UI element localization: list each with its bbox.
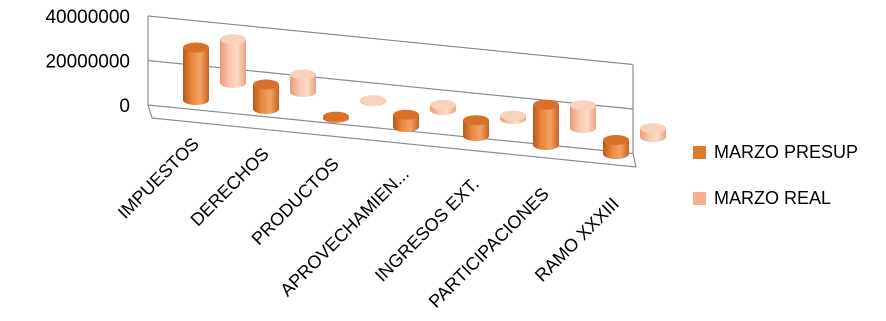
category-label: IMPUESTOS: [114, 134, 203, 223]
bar-real-1-body: [290, 74, 316, 97]
bar-presup-0: [183, 42, 209, 105]
gridline: [147, 15, 634, 66]
category-label: DERECHOS: [187, 144, 273, 230]
bar-presup-0-top: [183, 42, 209, 53]
bar-real-0: [220, 34, 246, 88]
legend-item-presup: MARZO PRESUP: [693, 140, 858, 164]
bar-presup-4-top: [463, 115, 489, 126]
bar-real-2: [360, 95, 386, 106]
bar-presup-6-body: [603, 140, 629, 159]
bar-real-2-top: [360, 95, 386, 106]
legend-label-real: MARZO REAL: [714, 187, 832, 208]
bar-real-5-top: [570, 100, 596, 111]
legend-label-presup: MARZO PRESUP: [714, 141, 859, 162]
bar-real-3-top: [430, 99, 456, 110]
bar-real-5-body: [570, 105, 596, 133]
bar-presup-4-body: [463, 120, 489, 141]
bar-real-3: [430, 99, 456, 115]
legend-swatch-real: [693, 191, 706, 205]
bar-real-1-top: [290, 69, 316, 80]
bar-real-0-top: [220, 34, 246, 45]
legend: MARZO PRESUP MARZO REAL: [693, 140, 858, 232]
bar-presup-0-body: [183, 47, 209, 105]
bar-presup-5-top: [533, 99, 559, 110]
floor-right: [632, 153, 637, 168]
bar-presup-3: [393, 109, 419, 132]
bar-real-1: [290, 69, 316, 97]
bar-presup-6-top: [603, 135, 629, 145]
bar-real-4: [500, 110, 526, 124]
bars: [183, 34, 666, 159]
bar-presup-5: [533, 99, 559, 150]
y-tick-label: 40000000: [45, 7, 130, 28]
bar-presup-4: [463, 115, 489, 141]
category-label: RAMO XXXIII: [531, 194, 623, 286]
y-tick-label: 20000000: [45, 52, 130, 73]
bar-presup-2: [323, 111, 349, 123]
bar-presup-1-body: [253, 84, 279, 114]
bar-presup-1-top: [253, 79, 279, 90]
bar-real-6-top: [640, 123, 666, 134]
bar-presup-6: [603, 135, 629, 159]
y-axis-ticks: 40000000 20000000 0: [45, 7, 130, 117]
gridline: [147, 104, 634, 155]
legend-swatch-presup: [693, 145, 706, 159]
bar-real-4-top: [500, 110, 526, 121]
category-labels: IMPUESTOSDERECHOSPRODUCTOSAPROVECHAMIEN.…: [114, 134, 623, 312]
bar-presup-2-top: [323, 111, 349, 122]
floor-front: [151, 117, 637, 168]
bar-real-6: [640, 123, 666, 142]
floor-left: [147, 104, 153, 119]
category-label: APROVECHAMIEN...: [276, 164, 412, 300]
legend-item-real: MARZO REAL: [693, 186, 858, 210]
bar-real-0-body: [220, 39, 246, 88]
bar-presup-3-top: [393, 109, 419, 120]
bar-real-5: [570, 100, 596, 133]
bar-presup-5-body: [533, 104, 559, 150]
bar-presup-1: [253, 79, 279, 114]
y-tick-label: 0: [119, 96, 130, 117]
